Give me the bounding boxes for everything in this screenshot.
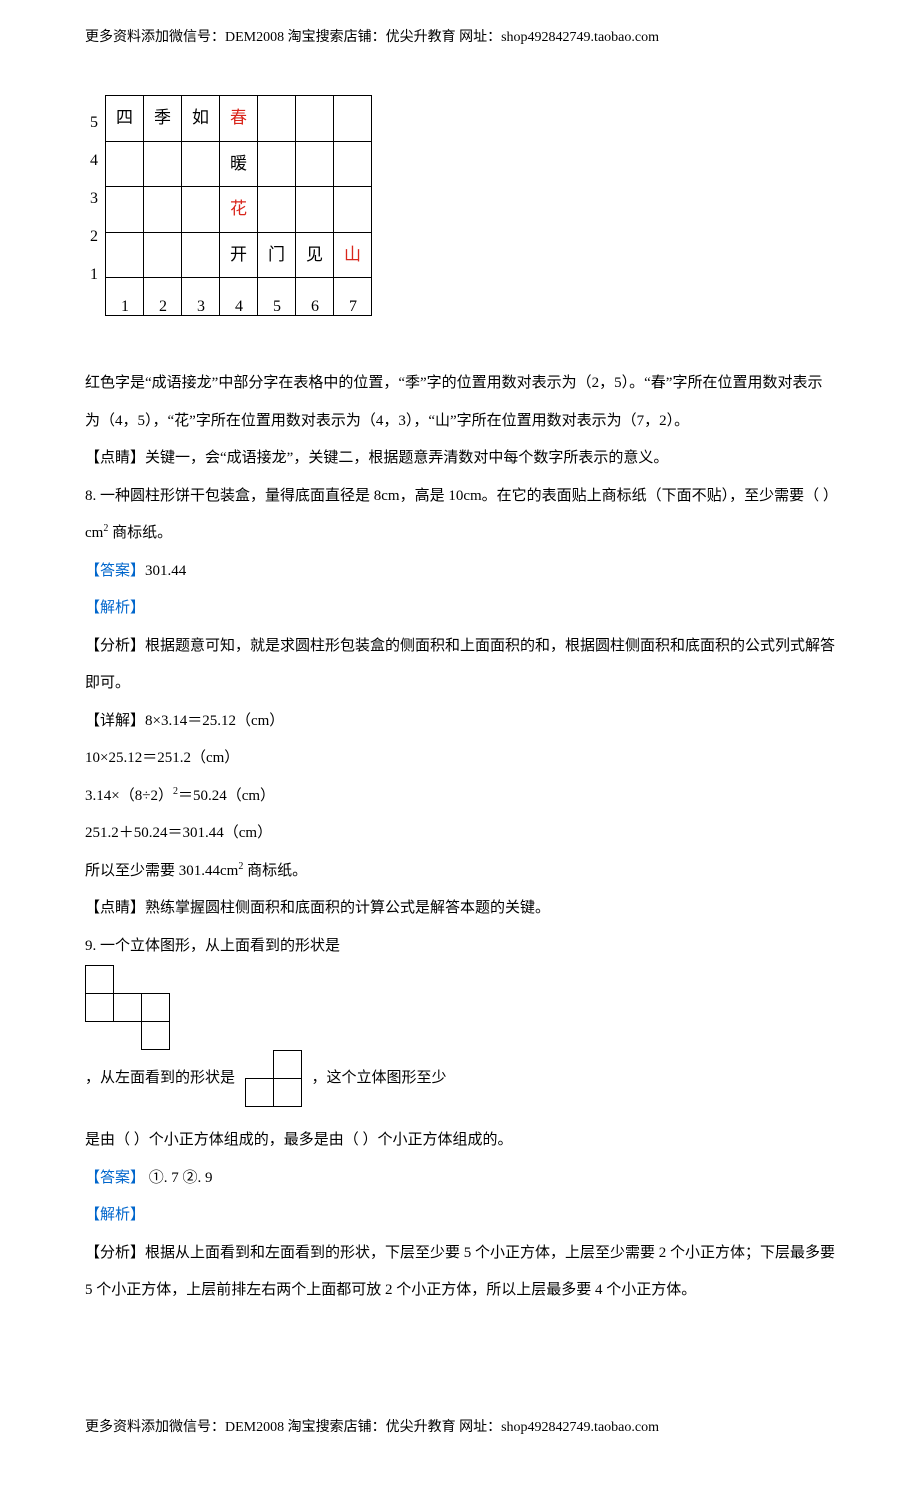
question-8: 8. 一种圆柱形饼干包装盒，量得底面直径是 8cm，高是 10cm。在它的表面贴… xyxy=(85,478,835,553)
q8-text-a: 8. 一种圆柱形饼干包装盒，量得底面直径是 8cm，高是 10cm。在它的表面贴… xyxy=(85,488,830,542)
answer-8: 【答案】301.44 xyxy=(85,553,835,591)
cell-1-7 xyxy=(334,278,372,316)
row-label-4: 4 xyxy=(85,141,103,181)
cell-5-4: 春 xyxy=(220,96,258,142)
cell-1-5 xyxy=(258,278,296,316)
cell-2-6: 见 xyxy=(296,232,334,278)
cell-3-1 xyxy=(106,187,144,233)
cell-3-7 xyxy=(334,187,372,233)
cell-5-1: 四 xyxy=(106,96,144,142)
cell-4-7 xyxy=(334,141,372,187)
cell-2-4: 开 xyxy=(220,232,258,278)
cell-2-3 xyxy=(182,232,220,278)
cell-2-2 xyxy=(144,232,182,278)
cell-5-3: 如 xyxy=(182,96,220,142)
row-label-5: 5 xyxy=(85,103,103,143)
cell-5-5 xyxy=(258,96,296,142)
row-label-1: 1 xyxy=(85,255,103,295)
xiangjie-8-5: 所以至少需要 301.44cm2 商标纸。 xyxy=(85,853,835,891)
cell-4-6 xyxy=(296,141,334,187)
dianjing-1: 【点睛】关键一，会“成语接龙”，关键二，根据题意弄清数对中每个数字所表示的意义。 xyxy=(85,440,835,478)
xiangjie-8-3b: ＝50.24（cm） xyxy=(178,788,275,804)
cell-3-4: 花 xyxy=(220,187,258,233)
page: 更多资料添加微信号：DEM2008 淘宝搜索店铺：优尖升教育 网址：shop49… xyxy=(0,0,920,1485)
cell-4-1 xyxy=(106,141,144,187)
cell-3-2 xyxy=(144,187,182,233)
cell-3-6 xyxy=(296,187,334,233)
xiangjie-8-5b: 商标纸。 xyxy=(243,863,307,879)
answer-9-2-label: ②. xyxy=(179,1170,205,1186)
page-header: 更多资料添加微信号：DEM2008 淘宝搜索店铺：优尖升教育 网址：shop49… xyxy=(85,20,835,55)
answer-9: 【答案】 ①. 7 ②. 9 xyxy=(85,1160,835,1198)
jiexi-9-label: 【解析】 xyxy=(85,1197,835,1235)
cell-1-6 xyxy=(296,278,334,316)
cell-1-4 xyxy=(220,278,258,316)
row-label-3: 3 xyxy=(85,179,103,219)
answer-8-label: 【答案】 xyxy=(85,563,145,579)
answer-9-1-label: ①. xyxy=(145,1170,171,1186)
idiom-grid: 四 季 如 春 暖 花 开 门 见 xyxy=(105,95,372,316)
xiangjie-8-3: 3.14×（8÷2）2＝50.24（cm） xyxy=(85,778,835,816)
cell-1-3 xyxy=(182,278,220,316)
answer-8-value: 301.44 xyxy=(145,563,186,579)
q8-text-b: 商标纸。 xyxy=(108,525,172,541)
left-view-shape xyxy=(245,1050,302,1107)
q9-text-a: 9. 一个立体图形，从上面看到的形状是 xyxy=(85,938,340,954)
cell-5-6 xyxy=(296,96,334,142)
cell-5-7 xyxy=(334,96,372,142)
xiangjie-8-1: 【详解】8×3.14＝25.12（cm） xyxy=(85,703,835,741)
cell-3-3 xyxy=(182,187,220,233)
answer-9-1-value: 7 xyxy=(171,1170,179,1186)
cell-4-2 xyxy=(144,141,182,187)
xiangjie-8-3a: 3.14×（8÷2） xyxy=(85,788,173,804)
row-label-2: 2 xyxy=(85,217,103,257)
cell-4-4: 暖 xyxy=(220,141,258,187)
jiexi-8-label: 【解析】 xyxy=(85,590,835,628)
answer-9-label: 【答案】 xyxy=(85,1170,145,1186)
answer-9-2-value: 9 xyxy=(205,1170,213,1186)
page-footer: 更多资料添加微信号：DEM2008 淘宝搜索店铺：优尖升教育 网址：shop49… xyxy=(85,1410,835,1445)
cell-1-1 xyxy=(106,278,144,316)
q9-text-b: ，从左面看到的形状是 xyxy=(85,1070,235,1086)
cell-2-1 xyxy=(106,232,144,278)
q9-text-c: ，这个立体图形至少 xyxy=(312,1070,447,1086)
fenxi-9: 【分析】根据从上面看到和左面看到的形状，下层至少要 5 个小正方体，上层至少需要… xyxy=(85,1235,835,1310)
xiangjie-8-5a: 所以至少需要 301.44cm xyxy=(85,863,238,879)
cell-3-5 xyxy=(258,187,296,233)
cell-5-2: 季 xyxy=(144,96,182,142)
cell-2-5: 门 xyxy=(258,232,296,278)
cell-4-5 xyxy=(258,141,296,187)
dianjing-8: 【点睛】熟练掌握圆柱侧面积和底面积的计算公式是解答本题的关键。 xyxy=(85,890,835,928)
xiangjie-8-4: 251.2＋50.24＝301.44（cm） xyxy=(85,815,835,853)
question-9-line2: 是由（ ）个小正方体组成的，最多是由（ ）个小正方体组成的。 xyxy=(85,1122,835,1160)
cell-1-2 xyxy=(144,278,182,316)
xiangjie-8-2: 10×25.12＝251.2（cm） xyxy=(85,740,835,778)
cell-2-7: 山 xyxy=(334,232,372,278)
question-9-line1: 9. 一个立体图形，从上面看到的形状是 xyxy=(85,928,835,966)
idiom-grid-wrap: 5 4 3 2 1 1 2 3 4 5 6 7 四 季 如 春 暖 xyxy=(85,95,385,315)
explanation-p1: 红色字是“成语接龙”中部分字在表格中的位置，“季”字的位置用数对表示为（2，5）… xyxy=(85,365,835,440)
fenxi-8: 【分析】根据题意可知，就是求圆柱形包装盒的侧面积和上面面积的和，根据圆柱侧面积和… xyxy=(85,628,835,703)
cell-4-3 xyxy=(182,141,220,187)
